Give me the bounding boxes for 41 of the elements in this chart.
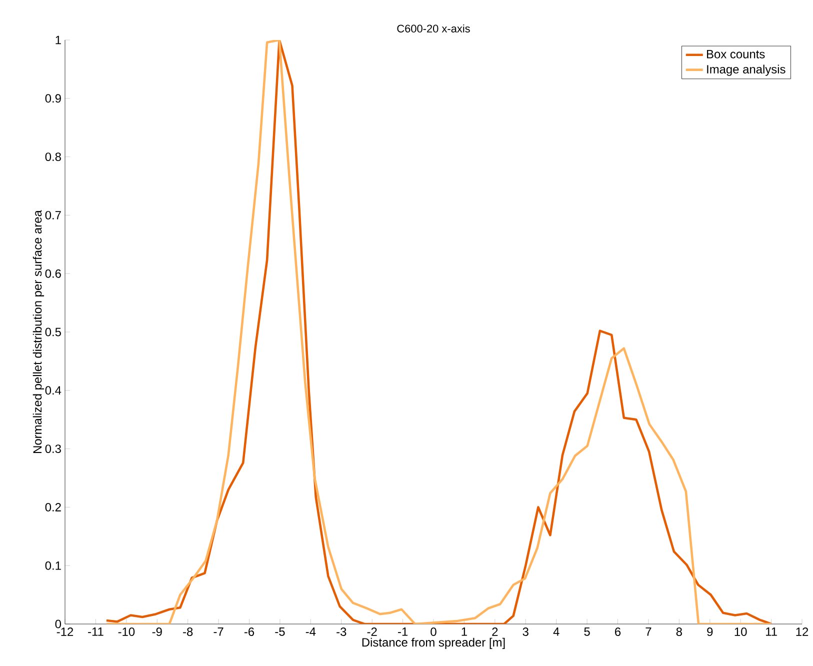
x-tick-label: -4 [306,628,316,636]
x-tick-label: -7 [214,628,224,636]
x-tick-label: -3 [336,628,346,636]
x-tick-label: 2 [492,628,498,636]
x-tick-label: -9 [152,628,162,636]
x-tick-label: 8 [676,628,682,636]
x-tick-label: 11 [766,628,777,636]
x-tick-label: -12 [56,628,74,636]
x-axis-title: Distance from spreader [m] [362,638,505,649]
x-tick-label: 10 [734,628,747,636]
x-tick-label: 6 [615,628,621,636]
x-tick-label: 0 [430,628,436,636]
x-tick-label: 5 [584,628,590,636]
y-tick-label: 1 [56,36,61,44]
legend-label: Image analysis [707,64,786,76]
x-tick-label: 3 [522,628,528,636]
y-tick-label: 0.3 [45,444,61,454]
y-tick-label: 0.8 [45,152,61,162]
x-tick-label: -1 [398,628,408,636]
x-tick-label: 9 [707,628,713,636]
x-tick-label: -8 [183,628,193,636]
y-tick-label: 0.2 [45,502,61,512]
x-tick-label: -11 [88,628,104,636]
x-tick-label: -6 [244,628,254,636]
x-tick-label: 12 [796,628,808,636]
x-tick-label: -5 [275,628,285,636]
y-tick-label: 0.4 [45,386,62,395]
y-tick-label: 0.6 [45,269,61,278]
y-tick-label: 0.1 [45,561,61,570]
y-tick-label: 0 [55,620,62,628]
x-tick-label: -2 [367,628,377,636]
x-tick-label: 7 [646,628,652,636]
legend-label: Box counts [707,50,765,58]
y-axis-title: Normalized pellet distribution per surface area [32,210,44,453]
x-tick-label: -10 [118,628,135,636]
x-tick-label: 4 [553,628,560,636]
chart-title: C600-20 x-axis [397,24,470,32]
y-tick-label: 0.9 [45,94,61,103]
x-tick-label: 1 [462,628,467,636]
y-tick-label: 0.5 [45,328,61,336]
y-tick-label: 0.7 [45,210,61,220]
